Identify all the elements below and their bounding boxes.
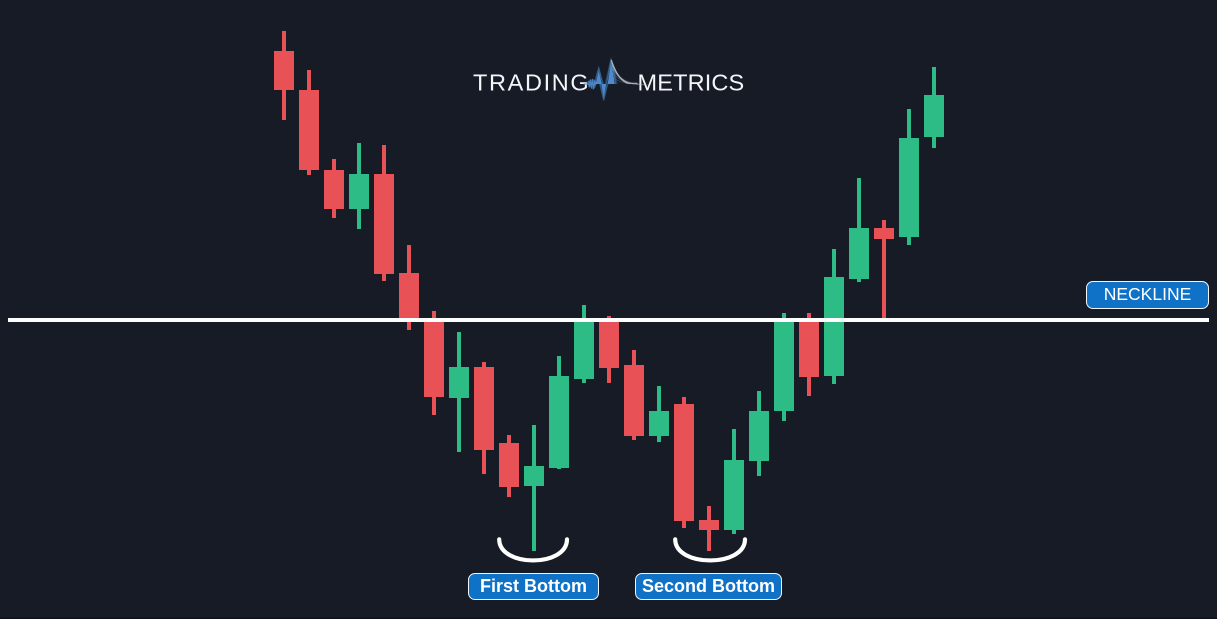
svg-text:TRADING: TRADING <box>473 70 590 96</box>
svg-text:METRICS: METRICS <box>638 70 745 96</box>
